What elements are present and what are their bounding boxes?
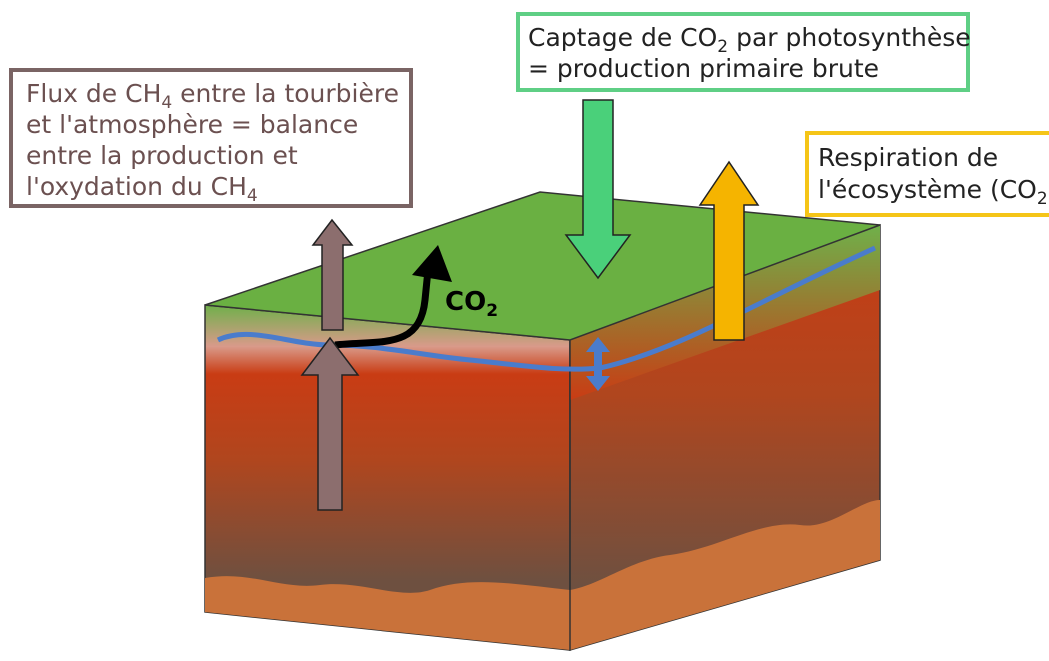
ch4-box [9,68,413,208]
text-run: Captage de CO [528,23,717,52]
arrows [300,99,760,511]
resp-box [805,131,1049,217]
text-run: l'oxydation du CH [26,172,247,201]
label-line: l'écosystème (CO2) [818,175,1049,209]
label-line: Captage de CO2 par photosynthèse [528,23,971,57]
label-line: et l'atmosphère = balance [26,110,358,139]
subscript: 4 [247,186,258,206]
label-line: = production primaire brute [528,54,879,83]
label-line: Respiration de [818,143,998,172]
subscript: 2 [1037,189,1048,209]
label-line: Flux de CH4 entre la tourbière [26,79,399,113]
subscript: 4 [161,93,172,113]
text-run: entre la tourbière [172,79,399,108]
text-run: et l'atmosphère = balance [26,110,358,139]
label-line: l'oxydation du CH4 [26,172,258,206]
text-run: par photosynthèse [728,23,971,52]
text-run: entre la production et [26,141,298,170]
text-run: l'écosystème (CO [818,175,1037,204]
text-run: Respiration de [818,143,998,172]
text-run: = production primaire brute [528,54,879,83]
co2-label: CO2 [445,287,498,321]
block [204,191,881,651]
text-run: ) [1048,175,1049,204]
gpp-box [516,12,970,92]
label-line: entre la production et [26,141,298,170]
subscript: 2 [717,37,728,57]
text-run: Flux de CH [26,79,161,108]
